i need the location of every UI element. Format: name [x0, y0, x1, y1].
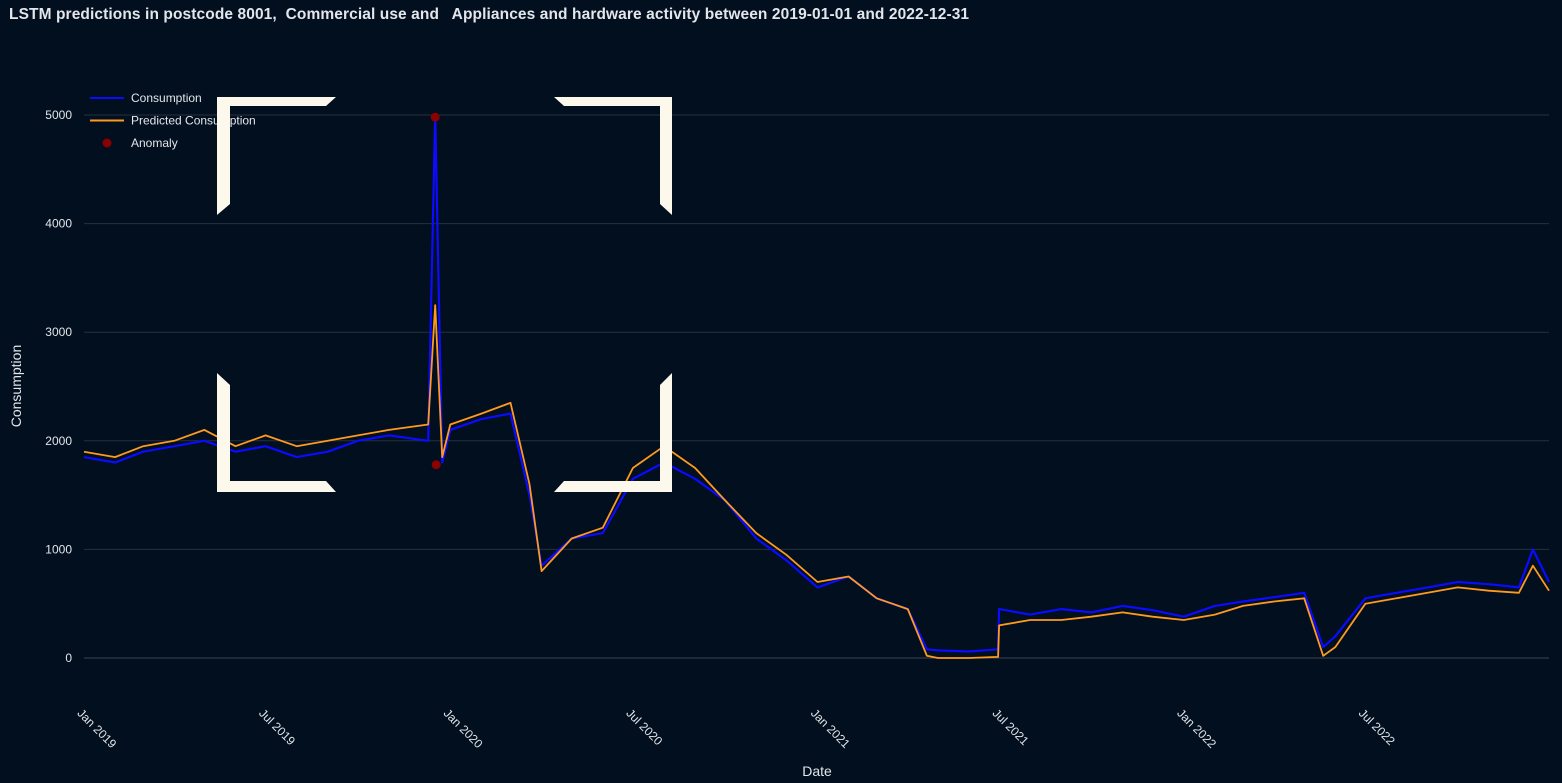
y-tick-label: 4000: [45, 217, 72, 231]
y-tick-label: 5000: [45, 108, 72, 122]
x-axis-label: Date: [802, 763, 832, 779]
legend-label: Anomaly: [131, 136, 178, 150]
series-lines: [83, 113, 1550, 659]
x-tick-labels: Jan 2019 Jul 2019 Jan 2020 Jul 2020 Jan 2021…: [74, 706, 1398, 751]
x-tick-label: Jul 2022: [1356, 706, 1398, 748]
y-tick-label: 1000: [45, 542, 72, 556]
anomaly-points: [430, 112, 441, 470]
x-tick-label: Jan 2021: [808, 706, 853, 751]
chart-title: LSTM predictions in postcode 8001, Comme…: [9, 6, 970, 23]
focus-bracket-overlay: [217, 97, 672, 492]
legend-label: Predicted Consumption: [131, 114, 256, 128]
legend-label: Consumption: [131, 91, 202, 105]
y-tick-label: 2000: [45, 434, 72, 448]
anomaly-point: [430, 112, 440, 122]
y-axis-label: Consumption: [8, 345, 24, 428]
series-line-predicted-consumption: [83, 304, 1550, 659]
x-tick-label: Jul 2021: [990, 706, 1032, 748]
legend-swatch: [102, 138, 112, 148]
gridlines: [84, 114, 1549, 659]
x-tick-label: Jul 2019: [256, 706, 298, 748]
anomaly-point: [431, 460, 441, 470]
x-tick-label: Jul 2020: [623, 706, 665, 748]
x-tick-label: Jan 2022: [1174, 706, 1219, 751]
y-tick-label: 0: [65, 651, 72, 665]
x-tick-label: Jan 2020: [441, 706, 486, 751]
x-tick-label: Jan 2019: [74, 706, 119, 751]
y-tick-label: 3000: [45, 325, 72, 339]
y-tick-labels: 0 1000 2000 3000 4000 5000: [45, 108, 72, 665]
series-line-consumption: [83, 113, 1550, 653]
